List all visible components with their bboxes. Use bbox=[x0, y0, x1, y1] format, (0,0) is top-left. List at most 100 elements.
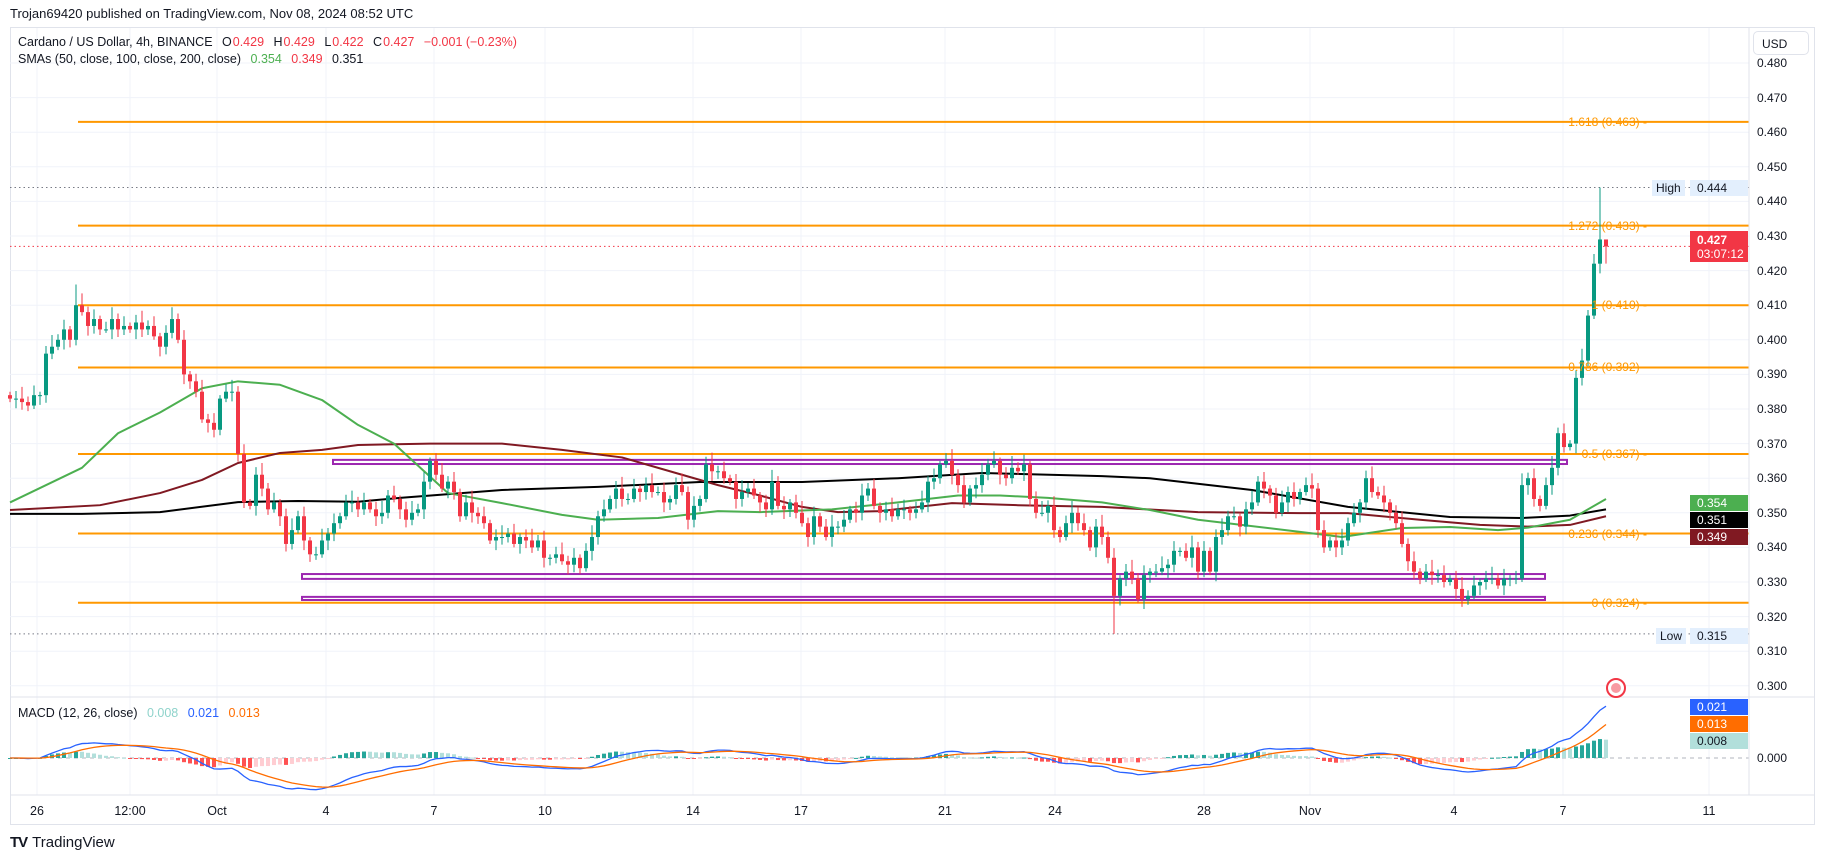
candle-body bbox=[884, 509, 888, 513]
candle-body bbox=[1574, 377, 1578, 444]
macd-histogram-bar bbox=[1118, 758, 1122, 764]
candle bbox=[314, 546, 318, 560]
candle bbox=[116, 313, 120, 338]
candle-body bbox=[236, 391, 240, 454]
high-tag: High bbox=[1652, 180, 1685, 196]
candle-body bbox=[1040, 512, 1044, 514]
candle bbox=[446, 476, 450, 499]
macd-histogram-bar bbox=[422, 753, 426, 758]
candle-body bbox=[926, 481, 930, 503]
candle-body bbox=[1028, 464, 1032, 499]
sma200-value: 0.351 bbox=[332, 52, 364, 66]
candle-body bbox=[1526, 478, 1530, 486]
macd-histogram-bar bbox=[848, 758, 852, 759]
candle bbox=[1058, 526, 1062, 543]
macd-histogram-bar bbox=[320, 758, 324, 760]
candle-body bbox=[440, 474, 444, 489]
candle-body bbox=[956, 474, 960, 486]
macd-legend[interactable]: MACD (12, 26, close) 0.008 0.021 0.013 bbox=[18, 706, 266, 720]
candle bbox=[1466, 590, 1470, 605]
candle-body bbox=[1502, 578, 1506, 586]
candle-body bbox=[1118, 578, 1122, 596]
candle-body bbox=[620, 488, 624, 499]
candle-body bbox=[710, 464, 714, 472]
candle-body bbox=[1448, 578, 1452, 582]
candle-body bbox=[242, 453, 246, 503]
candle bbox=[542, 530, 546, 568]
macd-histogram-bar bbox=[302, 758, 306, 762]
candle-body bbox=[1394, 512, 1398, 524]
macd-histogram-bar bbox=[1334, 758, 1338, 763]
macd-histogram-bar bbox=[1454, 758, 1458, 763]
candle bbox=[392, 485, 396, 503]
price-tick: 0.340 bbox=[1757, 540, 1788, 555]
candle-body bbox=[1022, 464, 1026, 472]
candle-body bbox=[776, 481, 780, 506]
candle bbox=[1424, 564, 1428, 582]
candle bbox=[38, 391, 42, 405]
candle bbox=[1076, 507, 1080, 531]
candle-body bbox=[1406, 543, 1410, 562]
candle bbox=[608, 495, 612, 513]
candle-body bbox=[1550, 467, 1554, 486]
candle bbox=[476, 507, 480, 524]
candle-body bbox=[1460, 588, 1464, 600]
macd-histogram-bar bbox=[86, 752, 90, 758]
currency-button[interactable]: USD bbox=[1753, 31, 1809, 55]
candle-body bbox=[1142, 575, 1146, 600]
candle bbox=[944, 453, 948, 468]
macd-histogram-bar bbox=[1352, 758, 1356, 761]
footer-logo[interactable]: TV TradingView bbox=[10, 834, 115, 851]
candle-body bbox=[1388, 502, 1392, 513]
low-tag: Low bbox=[1656, 628, 1687, 644]
candle bbox=[878, 502, 882, 523]
candle-body bbox=[1286, 492, 1290, 503]
time-tick: 7 bbox=[1559, 804, 1567, 818]
candle bbox=[200, 379, 204, 423]
fib-label: 0.5 (0.367) bbox=[1579, 447, 1647, 461]
macd-histogram-bar bbox=[194, 758, 198, 765]
macd-histogram-bar bbox=[128, 758, 132, 759]
candle bbox=[1274, 487, 1278, 519]
macd-histogram-bar bbox=[392, 752, 396, 758]
candle bbox=[812, 506, 816, 545]
candle bbox=[110, 307, 114, 340]
candle bbox=[236, 386, 240, 462]
candle bbox=[1298, 488, 1302, 505]
low-label: L bbox=[324, 35, 332, 49]
candle bbox=[1196, 541, 1200, 580]
macd-histogram-bar bbox=[290, 758, 294, 764]
fib-label: 1.618 (0.463) bbox=[1565, 115, 1647, 129]
candle-body bbox=[1220, 530, 1224, 538]
macd-histogram-bar bbox=[1436, 758, 1440, 764]
candle-body bbox=[980, 474, 984, 486]
macd-histogram-bar bbox=[230, 758, 234, 763]
macd-histogram-bar bbox=[110, 756, 114, 758]
macd-histogram-bar bbox=[1082, 758, 1086, 762]
us-flag-icon[interactable] bbox=[1606, 678, 1626, 698]
candle bbox=[1418, 568, 1422, 585]
candle-body bbox=[686, 492, 690, 520]
candle-body bbox=[806, 523, 810, 538]
open-label: O bbox=[222, 35, 232, 49]
price-tick: 0.360 bbox=[1757, 471, 1788, 486]
candle bbox=[1310, 473, 1314, 499]
hist-badge: 0.008 bbox=[1690, 733, 1748, 749]
macd-histogram-bar bbox=[662, 755, 666, 758]
macd-histogram-bar bbox=[1592, 740, 1596, 758]
sma-legend[interactable]: SMAs (50, close, 100, close, 200, close)… bbox=[18, 52, 369, 66]
candle bbox=[104, 321, 108, 333]
macd-histogram-bar bbox=[266, 758, 270, 767]
candle bbox=[68, 325, 72, 348]
candle-body bbox=[218, 398, 222, 430]
candle bbox=[1382, 485, 1386, 513]
candle-body bbox=[1136, 578, 1140, 600]
symbol-legend[interactable]: Cardano / US Dollar, 4h, BINANCE O0.429 … bbox=[18, 35, 523, 49]
macd-histogram-bar bbox=[1196, 755, 1200, 758]
macd-histogram-bar bbox=[410, 754, 414, 758]
macd-histogram-bar bbox=[650, 753, 654, 758]
macd-histogram-bar bbox=[890, 757, 894, 759]
candle-body bbox=[248, 502, 252, 506]
candle-body bbox=[638, 488, 642, 493]
